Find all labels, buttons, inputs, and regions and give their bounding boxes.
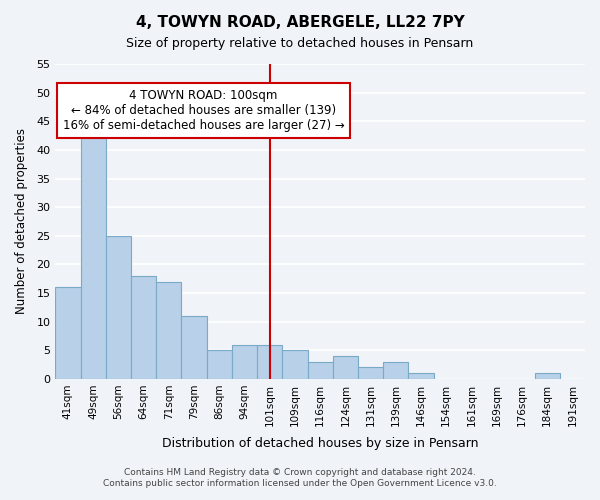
Bar [106,236,131,379]
Bar [308,362,333,379]
Bar [206,350,232,379]
Bar [283,350,308,379]
Bar [80,132,106,379]
Y-axis label: Number of detached properties: Number of detached properties [15,128,28,314]
Bar [257,344,283,379]
Bar [232,344,257,379]
Bar [535,373,560,379]
Bar [181,316,206,379]
Text: 4, TOWYN ROAD, ABERGELE, LL22 7PY: 4, TOWYN ROAD, ABERGELE, LL22 7PY [136,15,464,30]
Text: 4 TOWYN ROAD: 100sqm
← 84% of detached houses are smaller (139)
16% of semi-deta: 4 TOWYN ROAD: 100sqm ← 84% of detached h… [63,89,344,132]
X-axis label: Distribution of detached houses by size in Pensarn: Distribution of detached houses by size … [162,437,478,450]
Bar [383,362,409,379]
Text: Size of property relative to detached houses in Pensarn: Size of property relative to detached ho… [127,38,473,51]
Text: Contains HM Land Registry data © Crown copyright and database right 2024.
Contai: Contains HM Land Registry data © Crown c… [103,468,497,487]
Bar [358,368,383,379]
Bar [55,288,80,379]
Bar [156,282,181,379]
Bar [333,356,358,379]
Bar [131,276,156,379]
Bar [409,373,434,379]
